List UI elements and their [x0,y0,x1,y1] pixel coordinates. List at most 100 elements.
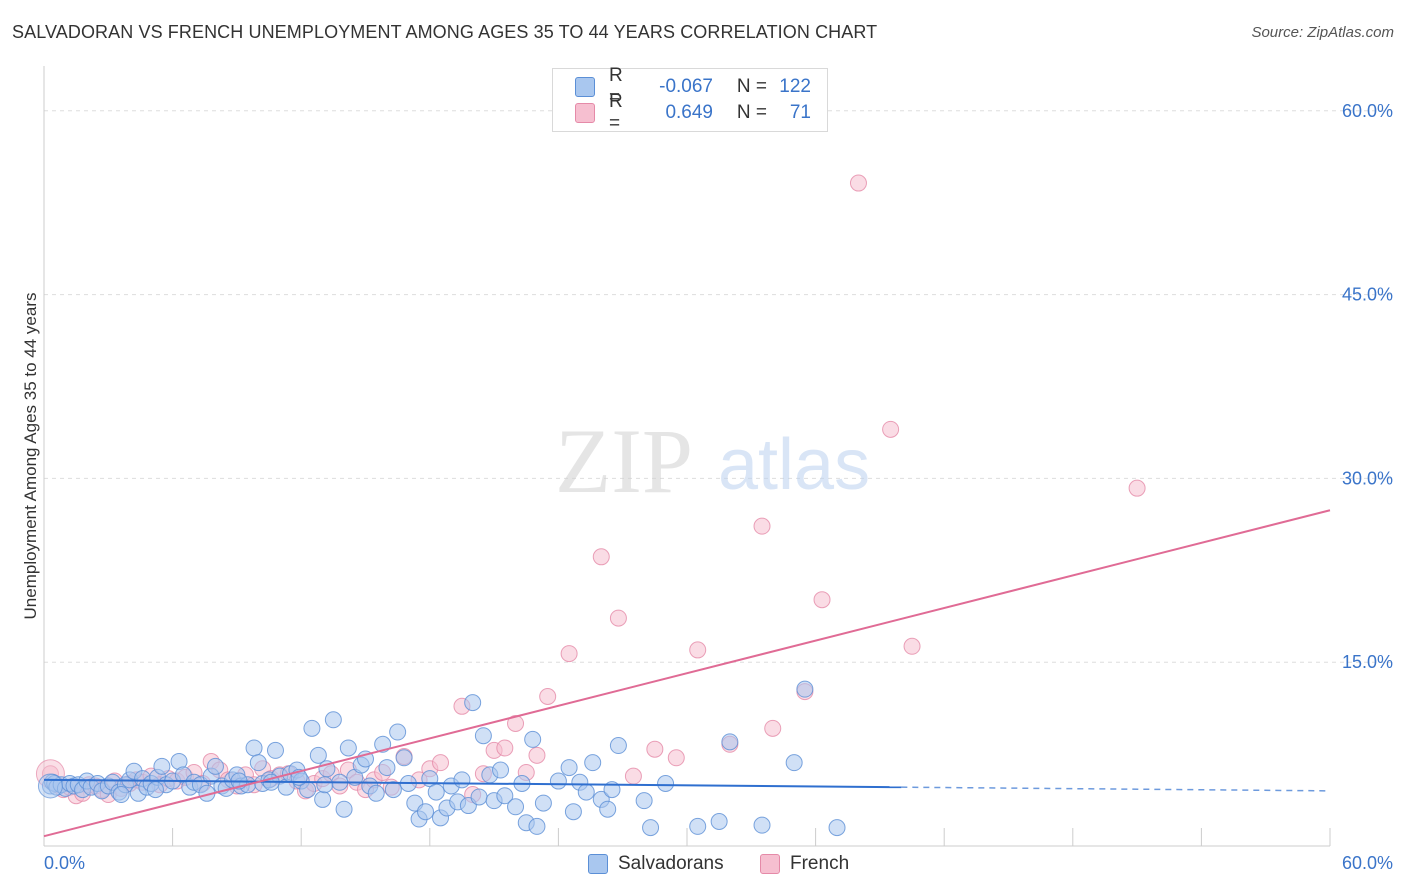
salvadoran-point [395,749,413,767]
salvadoran-point [249,754,267,772]
french-point [753,517,771,535]
y-tick-label: 15.0% [1342,652,1393,672]
salvadoran-point [507,798,525,816]
axes [43,66,1331,847]
french-point [560,645,578,663]
french-point [624,767,642,785]
salvadoran-point [378,759,396,777]
salvadoran-point [496,787,514,805]
salvadorans-swatch [575,77,595,97]
y-tick-label: 30.0% [1342,468,1393,488]
french-swatch [575,103,595,123]
french-point [882,420,900,438]
correlation-legend: R = -0.067 N = 122 R = 0.649 N = 71 [552,65,828,134]
salvadoran-point [635,792,653,810]
salvadoran-point [528,817,546,835]
salvadoran-point [534,794,552,812]
salvadoran-point [453,771,471,789]
salvadoran-point [785,754,803,772]
salvadoran-point [303,719,321,737]
salvadoran-point [245,739,263,757]
x-tick-label: 60.0% [1342,853,1393,873]
salvadoran-trend-extension [901,786,1331,792]
gridlines [44,110,1394,663]
n-value: 122 [779,76,811,97]
r-value: 0.649 [665,102,713,123]
salvadoran-point [112,786,130,804]
r-value: -0.067 [659,76,713,97]
chart-title: SALVADORAN VS FRENCH UNEMPLOYMENT AMONG … [12,22,878,42]
french-point [496,739,514,757]
salvadoran-point [206,757,224,775]
salvadoran-point [335,800,353,818]
salvadoran-point [470,788,488,806]
legend-row-salvadorans: R = -0.067 N = 122 [575,65,811,108]
watermark: ZIP atlas [555,410,870,512]
salvadoran-point [427,783,445,801]
y-tick-label: 60.0% [1342,101,1393,121]
salvadoran-point [37,773,63,799]
salvadoran-point [577,783,595,801]
salvadoran-point [828,819,846,837]
salvadoran-point [710,812,728,830]
french-point [507,714,525,732]
legend-label-french: French [790,853,850,874]
salvadoran-point [417,803,435,821]
salvadoran-point [753,816,771,834]
french-point [903,637,921,655]
french-point [813,591,831,609]
salvadoran-point [599,800,617,818]
trend-lines [43,509,1331,838]
french-point [764,719,782,737]
x-tick-label: 0.0% [44,853,85,873]
salvadoran-point [146,781,164,799]
french-point [849,174,867,192]
salvadoran-point [642,819,660,837]
salvadoran-point [584,754,602,772]
french-point [667,749,685,767]
salvadoran-point [689,817,707,835]
french-point [646,740,664,758]
n-label: N = [736,102,767,123]
salvadoran-point [474,727,492,745]
watermark-zip: ZIP [555,410,693,512]
y-tick-label: 45.0% [1342,285,1393,305]
salvadoran-point [492,761,510,779]
french-trend-line [43,509,1331,838]
r-label: R = [609,91,623,134]
legend-item-salvadorans[interactable]: Salvadorans [588,852,724,876]
salvadoran-trend-line [43,778,902,789]
r-label: R = [609,65,623,108]
salvadoran-point [389,723,407,741]
french-point [592,548,610,566]
french-point [1128,479,1146,497]
legend-label-salvadorans: Salvadorans [618,853,724,874]
salvadoran-point [374,735,392,753]
french-point [609,609,627,627]
tick-labels: 15.0% 30.0% 45.0% 60.0% 0.0% 60.0% [44,101,1393,873]
n-label: N = [736,76,767,97]
legend-row-french: R = 0.649 N = 71 [575,91,811,134]
salvadoran-point [524,730,542,748]
y-axis-label: Unemployment Among Ages 35 to 44 years [21,293,40,620]
salvadoran-point [796,680,814,698]
salvadoran-point [153,757,171,775]
salvadorans-swatch [588,854,608,874]
french-swatch [760,854,780,874]
french-point [689,641,707,659]
salvadoran-point [549,772,567,790]
n-value: 71 [789,102,811,123]
salvadoran-point [464,694,482,712]
salvadoran-point [721,733,739,751]
source-label: Source: ZipAtlas.com [1251,24,1394,41]
french-point [528,746,546,764]
legend-item-french[interactable]: French [760,852,849,876]
salvadoran-point [316,776,334,794]
salvadoran-point [609,737,627,755]
salvadoran-point [266,741,284,759]
salvadoran-point [560,759,578,777]
french-point [539,688,557,706]
salvadoran-point [657,775,675,793]
salvadoran-point [339,739,357,757]
